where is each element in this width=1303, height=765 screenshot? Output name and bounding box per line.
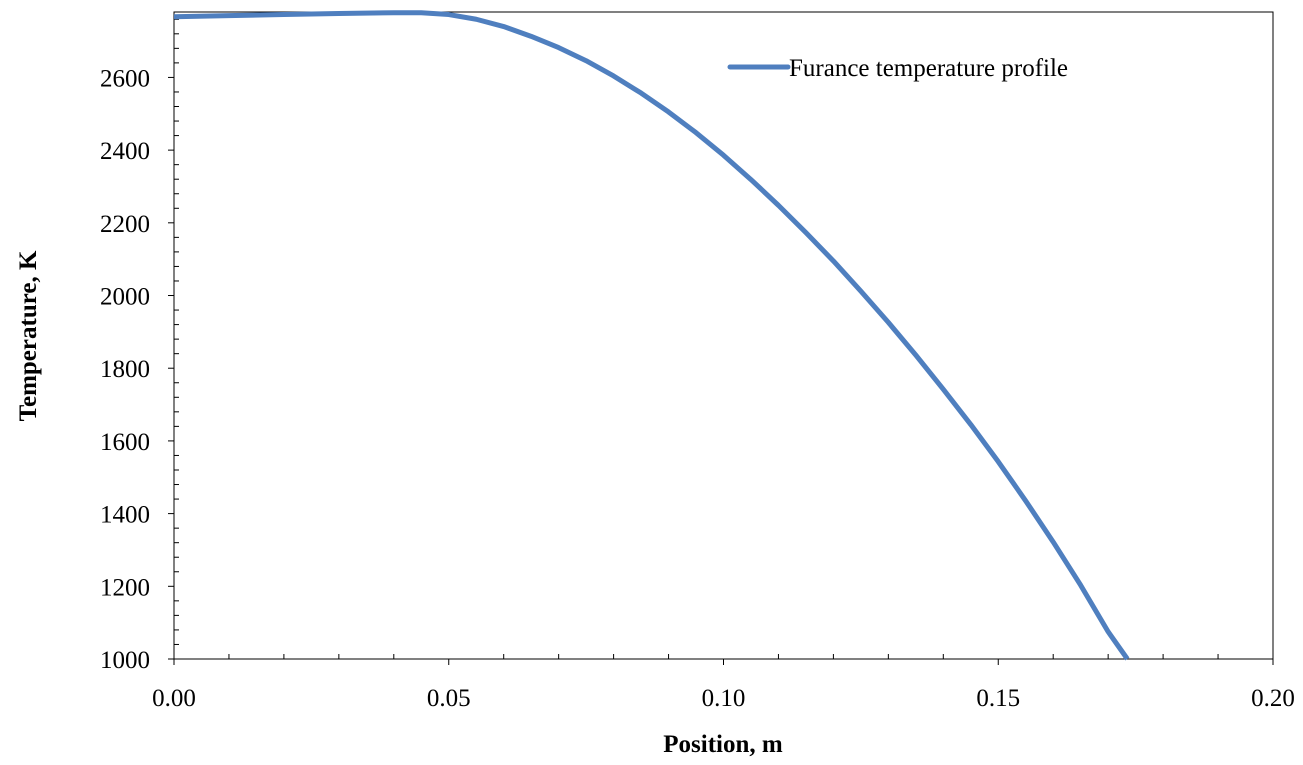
y-tick-label: 1600 [100,429,150,456]
minor-ticks [174,18,1219,659]
plot-area [173,11,1274,660]
y-axis-title: Temperature, K [15,250,42,421]
y-tick-label: 2200 [100,211,150,238]
x-tick-label: 0.20 [1251,685,1295,712]
x-tick-label: 0.05 [427,685,471,712]
y-tick-labels: 1000 1200 1400 1600 1800 2000 2200 2400 2600 [100,65,150,674]
x-tick-labels: 0.00 0.05 0.10 0.15 0.20 [152,685,1295,712]
series-layer [173,10,1130,661]
y-tick-label: 1200 [100,574,150,601]
y-tick-label: 1400 [100,502,150,529]
legend-label: Furance temperature profile [789,55,1068,82]
x-tick-label: 0.10 [702,685,746,712]
y-tick-label: 2000 [100,284,150,311]
x-tick-label: 0.15 [976,685,1020,712]
y-tick-label: 1000 [100,647,150,674]
major-ticks [168,76,1274,665]
x-axis-title: Position, m [663,731,783,758]
y-tick-label: 1800 [100,356,150,383]
x-tick-label: 0.00 [152,685,196,712]
series-line [173,10,1130,661]
legend: Furance temperature profile [727,55,1068,82]
y-tick-label: 2600 [100,65,150,92]
y-tick-label: 2400 [100,138,150,165]
